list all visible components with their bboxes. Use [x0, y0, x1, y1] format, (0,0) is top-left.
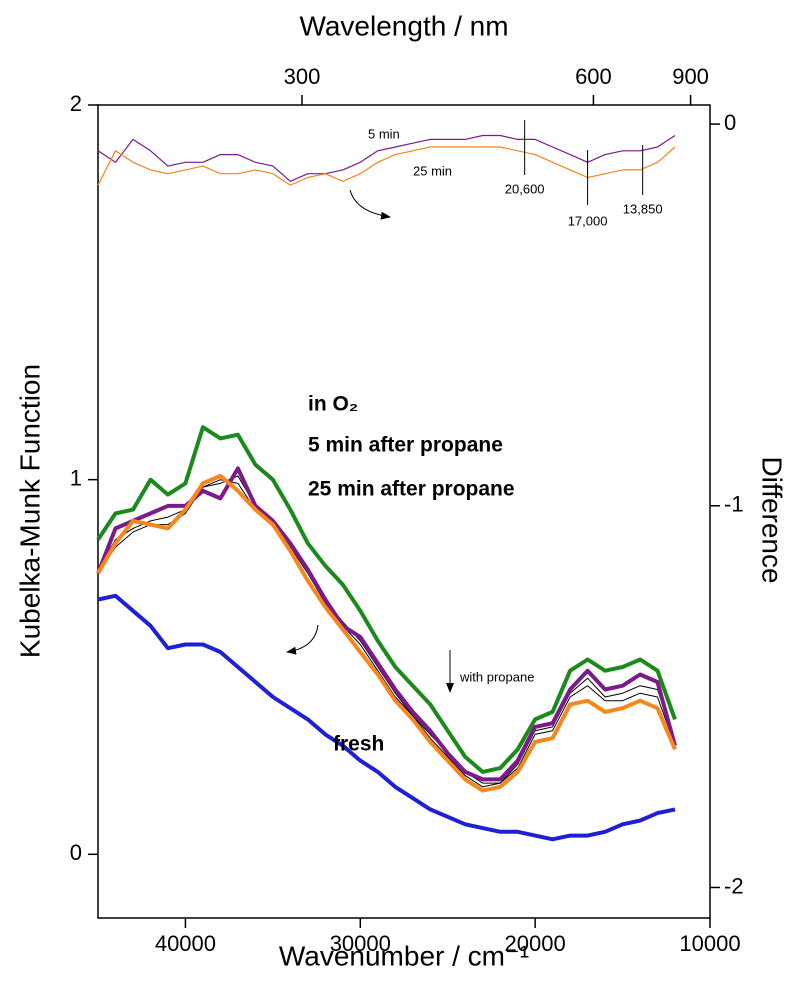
- top-tick-label: 300: [284, 64, 321, 89]
- y-tick-label: 1: [70, 465, 82, 490]
- series-label: fresh: [333, 733, 384, 756]
- x-axis-label: Wavenumber / cm⁻¹: [279, 940, 529, 971]
- top-tick-label: 600: [575, 64, 612, 89]
- annotation-label: with propane: [459, 669, 534, 684]
- x-tick-label: 10000: [679, 931, 740, 956]
- y2-tick-label: -1: [724, 492, 744, 517]
- series-line: [97, 475, 676, 784]
- annotation-label: 13,850: [623, 201, 663, 216]
- series-label: 5 min: [368, 126, 400, 141]
- series-line: [97, 479, 676, 788]
- plot-frame: [97, 104, 711, 919]
- y2-tick-label: 0: [724, 110, 736, 135]
- y-tick-label: 0: [70, 840, 82, 865]
- series-label: 5 min after propane: [308, 434, 503, 457]
- arrow: [349, 189, 391, 220]
- series-line: [96, 425, 677, 774]
- series-label: 25 min after propane: [308, 478, 515, 501]
- series-label: 25 min: [413, 163, 452, 178]
- arrow: [286, 624, 319, 655]
- series-line: [96, 473, 677, 793]
- series-line: [97, 593, 676, 842]
- y2-axis-label: Difference: [757, 456, 788, 583]
- top-tick-label: 900: [672, 64, 709, 89]
- series-line: [97, 146, 676, 186]
- series-label: in O₂: [308, 393, 358, 416]
- series-line: [97, 134, 676, 182]
- x-tick-label: 20000: [505, 931, 566, 956]
- x-tick-label: 40000: [155, 931, 216, 956]
- top-axis-label: Wavelength / nm: [299, 10, 508, 41]
- annotation-label: 20,600: [505, 181, 545, 196]
- series-line: [96, 466, 677, 782]
- y-tick-label: 2: [70, 91, 82, 116]
- x-tick-label: 30000: [330, 931, 391, 956]
- y-axis-label: Kubelka-Munk Function: [14, 364, 45, 658]
- annotation-label: 17,000: [568, 213, 608, 228]
- y2-tick-label: -2: [724, 873, 744, 898]
